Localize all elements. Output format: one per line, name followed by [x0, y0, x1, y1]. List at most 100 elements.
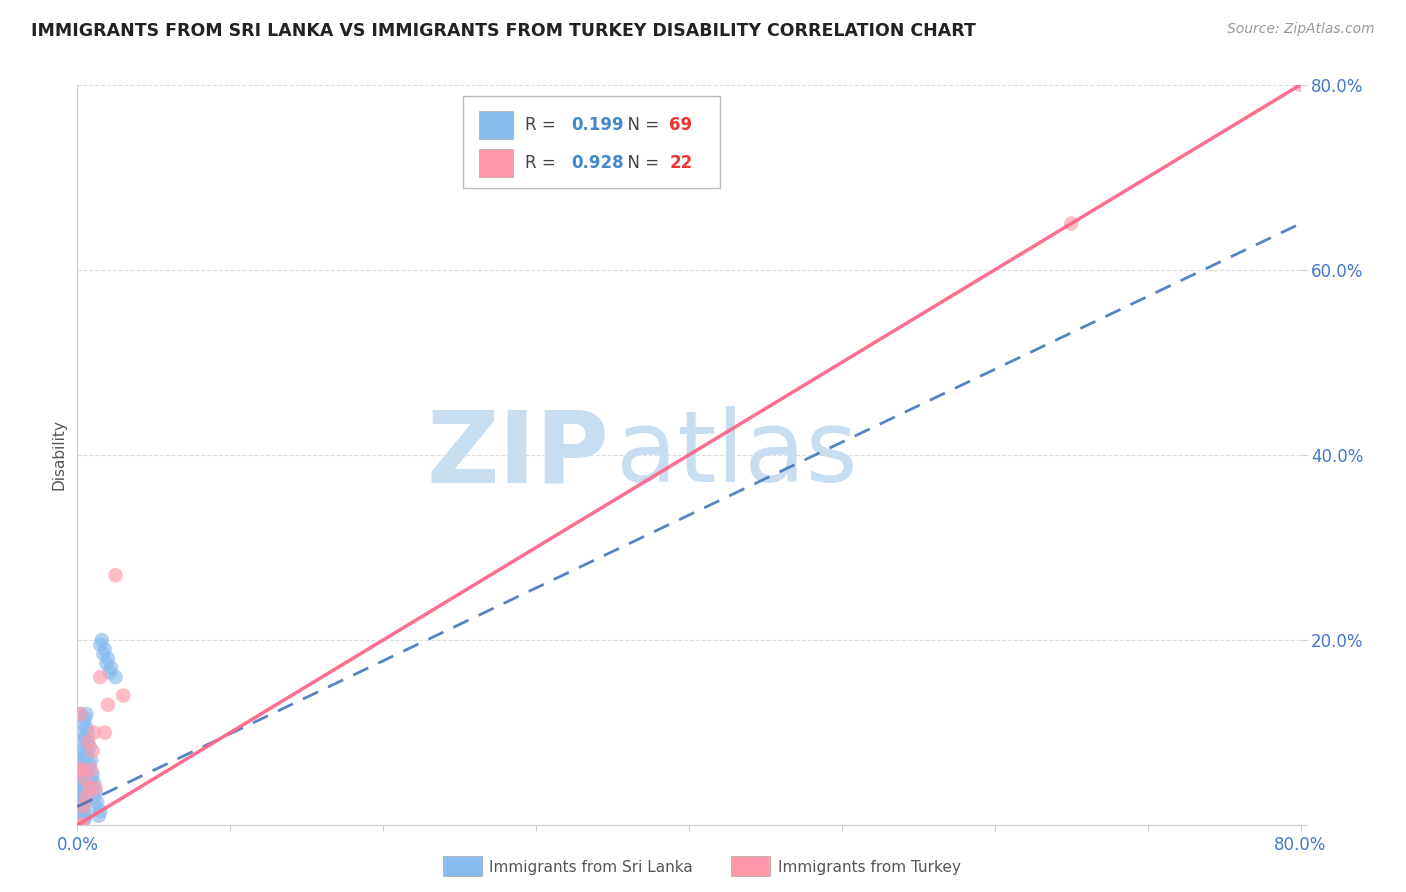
- Point: [67, 818, 90, 832]
- Point: [69, 805, 91, 819]
- Point: [89, 638, 111, 652]
- Point: [69, 706, 91, 721]
- Point: [69, 786, 91, 800]
- Point: [77, 744, 100, 758]
- Point: [73, 808, 96, 822]
- Point: [69, 748, 91, 763]
- Point: [70, 773, 93, 788]
- Point: [70, 792, 93, 806]
- Point: [67, 767, 90, 781]
- Text: 22: 22: [669, 154, 693, 172]
- Point: [70, 806, 93, 821]
- Point: [87, 809, 110, 823]
- Text: R =: R =: [524, 154, 561, 172]
- Point: [1060, 217, 1083, 231]
- Point: [83, 725, 105, 739]
- Point: [82, 744, 104, 758]
- Point: [96, 656, 118, 670]
- FancyBboxPatch shape: [478, 149, 513, 178]
- Point: [79, 758, 101, 772]
- Text: Immigrants from Sri Lanka: Immigrants from Sri Lanka: [489, 860, 693, 874]
- Point: [83, 790, 105, 805]
- Point: [69, 779, 91, 793]
- Point: [73, 730, 96, 744]
- Text: IMMIGRANTS FROM SRI LANKA VS IMMIGRANTS FROM TURKEY DISABILITY CORRELATION CHART: IMMIGRANTS FROM SRI LANKA VS IMMIGRANTS …: [31, 22, 976, 40]
- Point: [100, 661, 122, 675]
- Point: [69, 706, 91, 721]
- Text: ZIP: ZIP: [426, 407, 609, 503]
- Point: [82, 767, 104, 781]
- Point: [72, 797, 94, 811]
- Point: [67, 804, 90, 818]
- Point: [70, 803, 93, 817]
- Point: [70, 797, 93, 812]
- Point: [1289, 78, 1312, 92]
- Point: [73, 772, 96, 786]
- Text: 0.928: 0.928: [571, 154, 624, 172]
- Point: [84, 781, 107, 796]
- Point: [72, 813, 94, 827]
- Point: [77, 725, 100, 739]
- Point: [76, 721, 98, 735]
- Point: [69, 802, 91, 816]
- Point: [76, 790, 98, 805]
- FancyBboxPatch shape: [463, 95, 720, 188]
- Point: [67, 753, 90, 767]
- Text: 0.199: 0.199: [571, 116, 624, 134]
- Point: [69, 772, 91, 786]
- Point: [70, 763, 93, 777]
- Point: [69, 790, 91, 805]
- Point: [76, 748, 98, 763]
- Point: [80, 753, 103, 767]
- Point: [67, 781, 90, 796]
- Point: [67, 801, 90, 815]
- Point: [83, 776, 105, 790]
- Point: [86, 795, 108, 809]
- Point: [89, 804, 111, 818]
- Point: [77, 735, 100, 749]
- Point: [84, 799, 107, 814]
- FancyBboxPatch shape: [478, 111, 513, 139]
- Point: [67, 725, 90, 739]
- Point: [73, 712, 96, 726]
- Point: [70, 763, 93, 777]
- Point: [70, 810, 93, 824]
- Point: [70, 783, 93, 797]
- Point: [69, 758, 91, 772]
- Text: N =: N =: [617, 154, 664, 172]
- Text: atlas: atlas: [616, 407, 858, 503]
- Point: [79, 739, 101, 754]
- Point: [69, 818, 91, 832]
- Point: [82, 781, 104, 796]
- Point: [97, 698, 120, 712]
- Point: [72, 776, 94, 790]
- Point: [72, 799, 94, 814]
- Point: [79, 781, 101, 796]
- Point: [89, 670, 111, 684]
- Point: [67, 763, 90, 777]
- Point: [90, 633, 112, 648]
- Text: N =: N =: [617, 116, 664, 134]
- Point: [69, 799, 91, 814]
- Point: [76, 735, 98, 749]
- Point: [72, 809, 94, 823]
- Point: [84, 786, 107, 800]
- Point: [72, 807, 94, 822]
- Point: [104, 670, 127, 684]
- Point: [97, 651, 120, 665]
- Point: [94, 725, 117, 739]
- Point: [70, 735, 93, 749]
- Text: Source: ZipAtlas.com: Source: ZipAtlas.com: [1227, 22, 1375, 37]
- Point: [80, 763, 103, 777]
- Point: [94, 642, 117, 657]
- Point: [77, 763, 100, 777]
- Point: [67, 795, 90, 809]
- Point: [98, 665, 121, 680]
- Text: Immigrants from Turkey: Immigrants from Turkey: [778, 860, 960, 874]
- Text: 69: 69: [669, 116, 693, 134]
- Point: [91, 647, 114, 661]
- Text: R =: R =: [524, 116, 561, 134]
- Point: [76, 706, 98, 721]
- Point: [112, 689, 135, 703]
- Point: [73, 812, 96, 826]
